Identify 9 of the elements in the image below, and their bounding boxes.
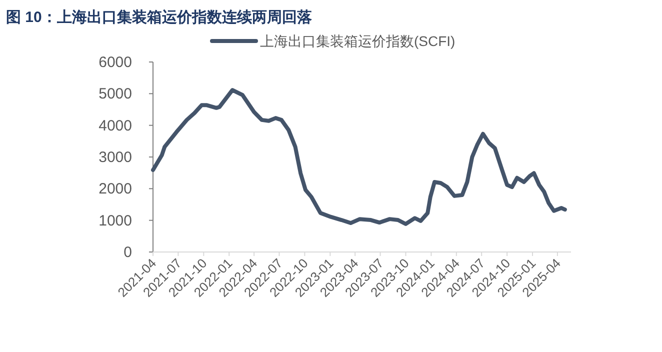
y-tick-label: 0 — [124, 244, 132, 261]
title: 图 10：上海出口集装箱运价指数连续两周回落 — [6, 9, 312, 26]
y-tick-label: 1000 — [98, 212, 132, 230]
legend-label: 上海出口集装箱运价指数(SCFI) — [260, 33, 456, 49]
y-tick-label: 5000 — [98, 86, 132, 103]
y-tick-label: 2000 — [98, 180, 132, 198]
y-tick-label: 3000 — [98, 149, 132, 166]
y-tick-label: 6000 — [98, 54, 132, 71]
y-tick-label: 4000 — [98, 117, 132, 134]
